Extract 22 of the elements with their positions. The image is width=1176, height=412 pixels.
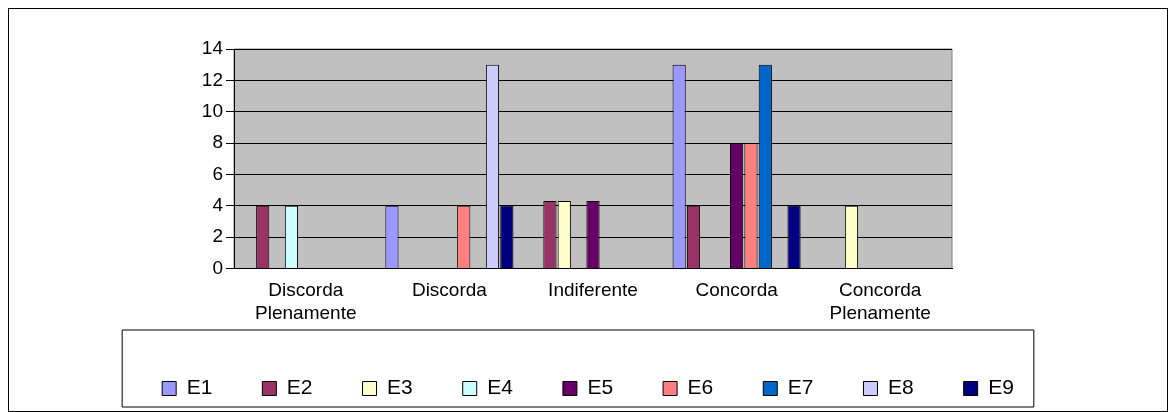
y-tick-label: 10 [201, 99, 223, 121]
legend-label: E7 [787, 375, 814, 399]
y-tick-label: 4 [212, 193, 224, 215]
legend-label: E5 [587, 375, 614, 399]
y-tick-label: 0 [212, 256, 223, 278]
y-tick-label: 2 [212, 225, 223, 247]
y-tick-label: 8 [212, 131, 223, 153]
x-tick-label: Concorda Plenamente [829, 279, 931, 323]
legend-label: E1 [186, 375, 213, 399]
y-tick-label: 6 [212, 162, 223, 184]
x-tick-label: Discorda Plenamente [255, 279, 357, 323]
legend-label: E3 [387, 375, 413, 399]
legend-label: E9 [988, 375, 1014, 399]
x-tick-label: Discorda [411, 279, 488, 301]
legend-label: E4 [487, 375, 514, 399]
legend-label: E8 [887, 375, 914, 399]
x-tick-label: Indiferente [548, 279, 638, 301]
y-tick-label: 12 [201, 68, 223, 90]
legend-label: E2 [286, 375, 313, 399]
x-tick-label: Concorda [695, 279, 779, 301]
y-tick-label: 14 [201, 37, 224, 59]
legend-label: E6 [687, 375, 714, 399]
